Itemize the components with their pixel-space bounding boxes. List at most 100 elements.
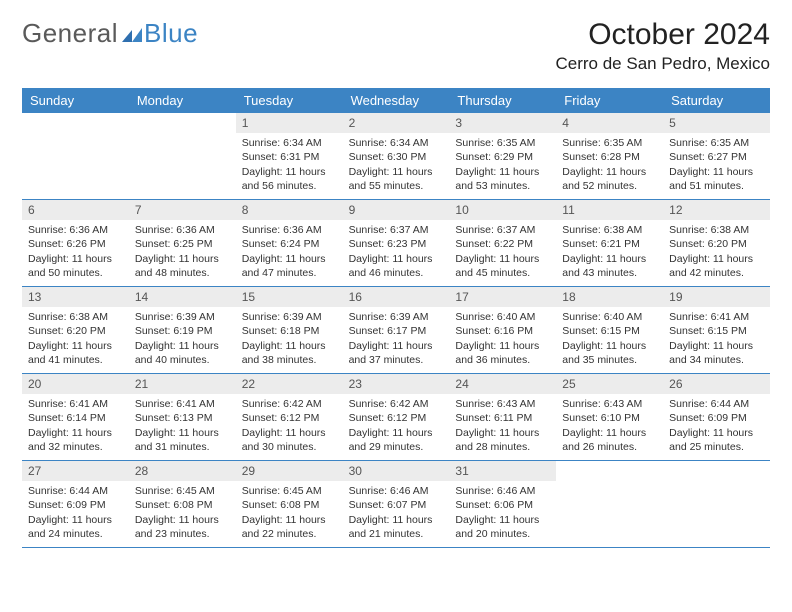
day-number bbox=[556, 461, 663, 465]
sunset-text: Sunset: 6:25 PM bbox=[135, 237, 230, 251]
day-cell: 5Sunrise: 6:35 AMSunset: 6:27 PMDaylight… bbox=[663, 113, 770, 199]
daylight-text: Daylight: 11 hours and 32 minutes. bbox=[28, 426, 123, 454]
day-content: Sunrise: 6:35 AMSunset: 6:28 PMDaylight:… bbox=[556, 133, 663, 198]
daylight-text: Daylight: 11 hours and 37 minutes. bbox=[349, 339, 444, 367]
day-content: Sunrise: 6:36 AMSunset: 6:25 PMDaylight:… bbox=[129, 220, 236, 285]
day-cell: 2Sunrise: 6:34 AMSunset: 6:30 PMDaylight… bbox=[343, 113, 450, 199]
daylight-text: Daylight: 11 hours and 53 minutes. bbox=[455, 165, 550, 193]
calendar-body: 1Sunrise: 6:34 AMSunset: 6:31 PMDaylight… bbox=[22, 113, 770, 548]
day-content: Sunrise: 6:38 AMSunset: 6:20 PMDaylight:… bbox=[663, 220, 770, 285]
day-number: 20 bbox=[22, 374, 129, 394]
day-content: Sunrise: 6:44 AMSunset: 6:09 PMDaylight:… bbox=[663, 394, 770, 459]
day-number bbox=[129, 113, 236, 117]
sunset-text: Sunset: 6:23 PM bbox=[349, 237, 444, 251]
sunset-text: Sunset: 6:27 PM bbox=[669, 150, 764, 164]
sunset-text: Sunset: 6:20 PM bbox=[28, 324, 123, 338]
sunset-text: Sunset: 6:29 PM bbox=[455, 150, 550, 164]
day-number: 14 bbox=[129, 287, 236, 307]
sunrise-text: Sunrise: 6:41 AM bbox=[135, 397, 230, 411]
day-cell: 31Sunrise: 6:46 AMSunset: 6:06 PMDayligh… bbox=[449, 461, 556, 547]
day-number: 17 bbox=[449, 287, 556, 307]
sunrise-text: Sunrise: 6:37 AM bbox=[349, 223, 444, 237]
sunset-text: Sunset: 6:16 PM bbox=[455, 324, 550, 338]
day-content: Sunrise: 6:44 AMSunset: 6:09 PMDaylight:… bbox=[22, 481, 129, 546]
day-cell: 4Sunrise: 6:35 AMSunset: 6:28 PMDaylight… bbox=[556, 113, 663, 199]
sunset-text: Sunset: 6:31 PM bbox=[242, 150, 337, 164]
day-number: 1 bbox=[236, 113, 343, 133]
day-cell: 24Sunrise: 6:43 AMSunset: 6:11 PMDayligh… bbox=[449, 374, 556, 460]
day-number: 31 bbox=[449, 461, 556, 481]
day-content: Sunrise: 6:36 AMSunset: 6:24 PMDaylight:… bbox=[236, 220, 343, 285]
header: General Blue October 2024 Cerro de San P… bbox=[22, 18, 770, 74]
day-number: 10 bbox=[449, 200, 556, 220]
weekday-header: Sunday bbox=[22, 88, 129, 113]
day-cell: 26Sunrise: 6:44 AMSunset: 6:09 PMDayligh… bbox=[663, 374, 770, 460]
day-content: Sunrise: 6:35 AMSunset: 6:29 PMDaylight:… bbox=[449, 133, 556, 198]
day-number: 15 bbox=[236, 287, 343, 307]
day-content: Sunrise: 6:35 AMSunset: 6:27 PMDaylight:… bbox=[663, 133, 770, 198]
sunset-text: Sunset: 6:09 PM bbox=[28, 498, 123, 512]
daylight-text: Daylight: 11 hours and 25 minutes. bbox=[669, 426, 764, 454]
daylight-text: Daylight: 11 hours and 41 minutes. bbox=[28, 339, 123, 367]
sunset-text: Sunset: 6:08 PM bbox=[135, 498, 230, 512]
daylight-text: Daylight: 11 hours and 40 minutes. bbox=[135, 339, 230, 367]
daylight-text: Daylight: 11 hours and 56 minutes. bbox=[242, 165, 337, 193]
day-cell: 7Sunrise: 6:36 AMSunset: 6:25 PMDaylight… bbox=[129, 200, 236, 286]
sunrise-text: Sunrise: 6:34 AM bbox=[349, 136, 444, 150]
day-number bbox=[663, 461, 770, 465]
sunset-text: Sunset: 6:21 PM bbox=[562, 237, 657, 251]
day-cell: 30Sunrise: 6:46 AMSunset: 6:07 PMDayligh… bbox=[343, 461, 450, 547]
day-cell bbox=[663, 461, 770, 547]
sunrise-text: Sunrise: 6:37 AM bbox=[455, 223, 550, 237]
day-content: Sunrise: 6:40 AMSunset: 6:15 PMDaylight:… bbox=[556, 307, 663, 372]
day-content: Sunrise: 6:42 AMSunset: 6:12 PMDaylight:… bbox=[236, 394, 343, 459]
sunrise-text: Sunrise: 6:39 AM bbox=[349, 310, 444, 324]
sunrise-text: Sunrise: 6:45 AM bbox=[135, 484, 230, 498]
daylight-text: Daylight: 11 hours and 35 minutes. bbox=[562, 339, 657, 367]
sunset-text: Sunset: 6:12 PM bbox=[349, 411, 444, 425]
sunset-text: Sunset: 6:10 PM bbox=[562, 411, 657, 425]
weekday-header: Wednesday bbox=[343, 88, 450, 113]
day-number: 6 bbox=[22, 200, 129, 220]
sunset-text: Sunset: 6:07 PM bbox=[349, 498, 444, 512]
weekday-header: Saturday bbox=[663, 88, 770, 113]
week-row: 20Sunrise: 6:41 AMSunset: 6:14 PMDayligh… bbox=[22, 374, 770, 461]
sunset-text: Sunset: 6:26 PM bbox=[28, 237, 123, 251]
day-cell: 14Sunrise: 6:39 AMSunset: 6:19 PMDayligh… bbox=[129, 287, 236, 373]
day-content: Sunrise: 6:43 AMSunset: 6:10 PMDaylight:… bbox=[556, 394, 663, 459]
daylight-text: Daylight: 11 hours and 26 minutes. bbox=[562, 426, 657, 454]
sunset-text: Sunset: 6:12 PM bbox=[242, 411, 337, 425]
day-cell: 15Sunrise: 6:39 AMSunset: 6:18 PMDayligh… bbox=[236, 287, 343, 373]
sunset-text: Sunset: 6:15 PM bbox=[669, 324, 764, 338]
day-cell: 23Sunrise: 6:42 AMSunset: 6:12 PMDayligh… bbox=[343, 374, 450, 460]
week-row: 13Sunrise: 6:38 AMSunset: 6:20 PMDayligh… bbox=[22, 287, 770, 374]
day-cell: 9Sunrise: 6:37 AMSunset: 6:23 PMDaylight… bbox=[343, 200, 450, 286]
daylight-text: Daylight: 11 hours and 51 minutes. bbox=[669, 165, 764, 193]
day-cell: 13Sunrise: 6:38 AMSunset: 6:20 PMDayligh… bbox=[22, 287, 129, 373]
sunset-text: Sunset: 6:14 PM bbox=[28, 411, 123, 425]
daylight-text: Daylight: 11 hours and 22 minutes. bbox=[242, 513, 337, 541]
sunset-text: Sunset: 6:22 PM bbox=[455, 237, 550, 251]
day-cell: 11Sunrise: 6:38 AMSunset: 6:21 PMDayligh… bbox=[556, 200, 663, 286]
day-number: 7 bbox=[129, 200, 236, 220]
sunset-text: Sunset: 6:15 PM bbox=[562, 324, 657, 338]
week-row: 1Sunrise: 6:34 AMSunset: 6:31 PMDaylight… bbox=[22, 113, 770, 200]
day-cell: 29Sunrise: 6:45 AMSunset: 6:08 PMDayligh… bbox=[236, 461, 343, 547]
daylight-text: Daylight: 11 hours and 42 minutes. bbox=[669, 252, 764, 280]
sunrise-text: Sunrise: 6:44 AM bbox=[28, 484, 123, 498]
day-content: Sunrise: 6:37 AMSunset: 6:23 PMDaylight:… bbox=[343, 220, 450, 285]
weekday-header: Friday bbox=[556, 88, 663, 113]
day-number: 18 bbox=[556, 287, 663, 307]
day-content: Sunrise: 6:34 AMSunset: 6:31 PMDaylight:… bbox=[236, 133, 343, 198]
day-number: 13 bbox=[22, 287, 129, 307]
sunrise-text: Sunrise: 6:36 AM bbox=[135, 223, 230, 237]
weekday-header: Thursday bbox=[449, 88, 556, 113]
day-cell: 19Sunrise: 6:41 AMSunset: 6:15 PMDayligh… bbox=[663, 287, 770, 373]
day-number: 12 bbox=[663, 200, 770, 220]
sunrise-text: Sunrise: 6:40 AM bbox=[562, 310, 657, 324]
day-content: Sunrise: 6:45 AMSunset: 6:08 PMDaylight:… bbox=[236, 481, 343, 546]
title-block: October 2024 Cerro de San Pedro, Mexico bbox=[556, 18, 771, 74]
day-number: 28 bbox=[129, 461, 236, 481]
day-cell bbox=[556, 461, 663, 547]
day-number: 30 bbox=[343, 461, 450, 481]
